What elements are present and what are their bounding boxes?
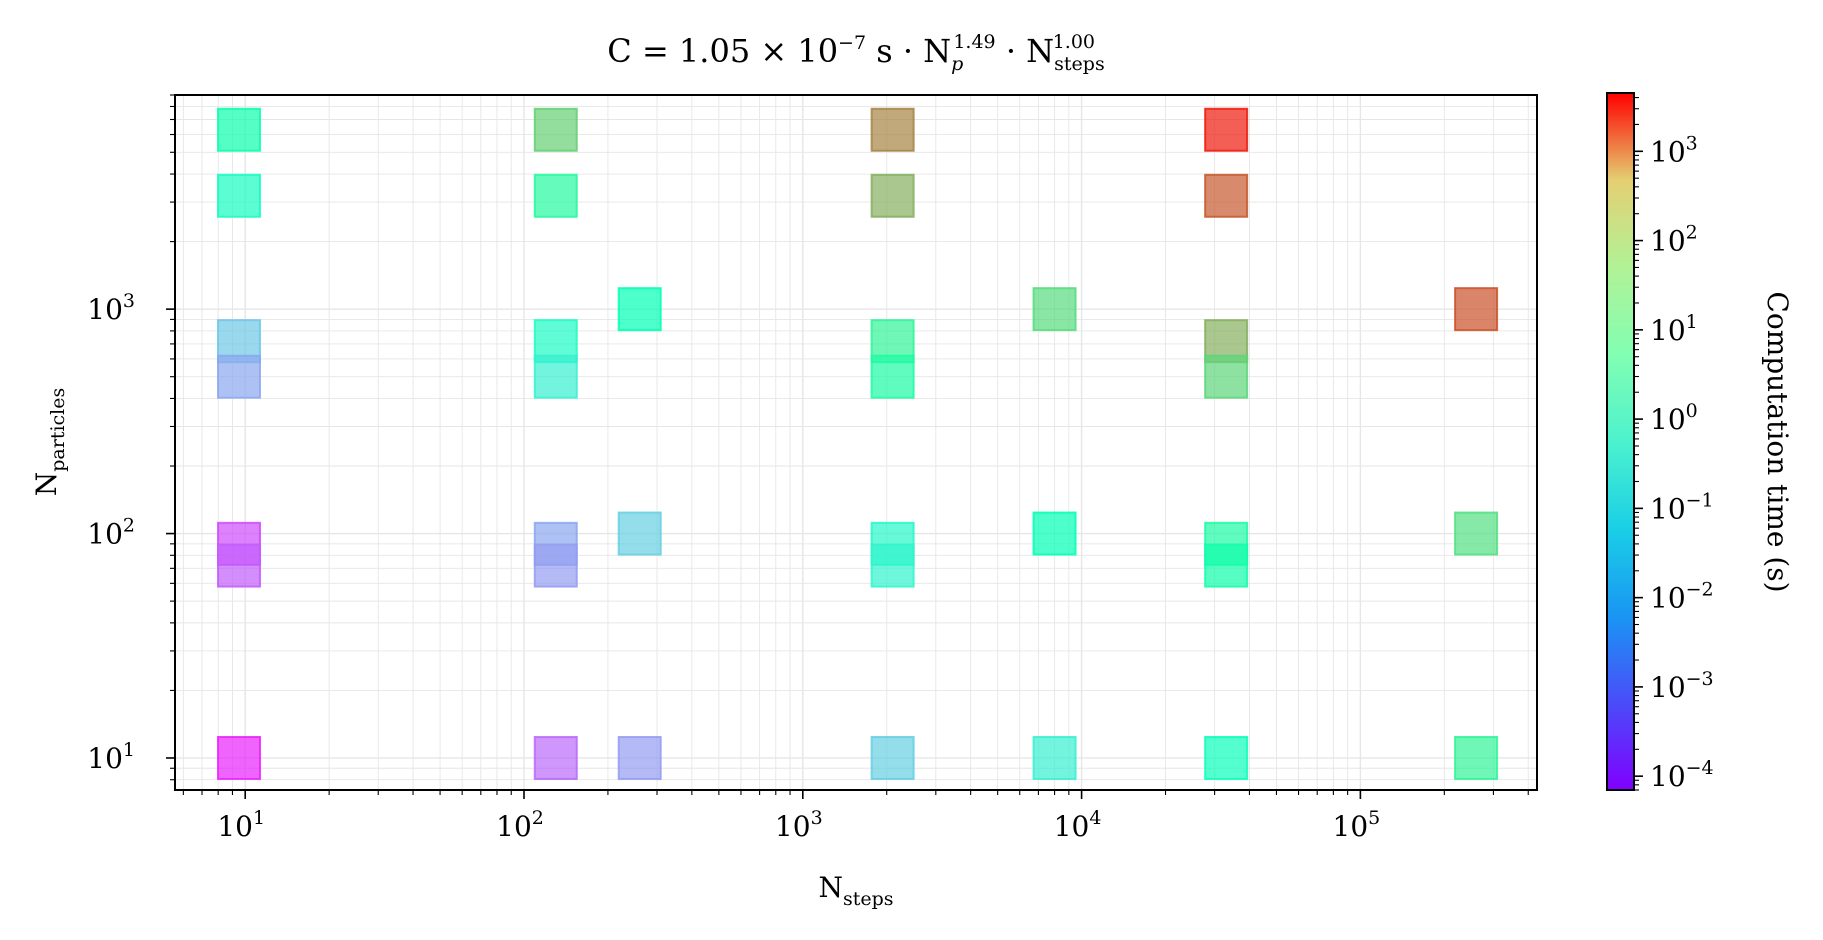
data-marker [216, 543, 261, 588]
data-marker [870, 107, 915, 152]
grid [175, 95, 1537, 790]
data-marker [1454, 735, 1499, 780]
data-marker [1032, 287, 1077, 332]
y-tick-label: 101 [87, 739, 135, 775]
x-tick-label: 101 [217, 807, 265, 843]
data-marker [1032, 511, 1077, 556]
data-marker [1032, 735, 1077, 780]
data-marker [533, 543, 578, 588]
data-marker [1204, 354, 1249, 399]
data-marker [617, 287, 662, 332]
colorbar-tick-label: 10−3 [1650, 668, 1714, 704]
data-marker [216, 107, 261, 152]
chart-title: C = 1.05 × 10−7 s · Np1.49 · Nsteps1.00 [607, 31, 1104, 75]
data-marker [870, 173, 915, 218]
data-marker [1204, 173, 1249, 218]
data-marker [870, 543, 915, 588]
y-axis-ticks: 101 102 103 [87, 94, 175, 781]
data-marker [617, 735, 662, 780]
colorbar-tick-label: 10−1 [1650, 489, 1714, 525]
data-marker [1454, 287, 1499, 332]
x-tick-label: 104 [1054, 807, 1102, 843]
data-markers [216, 107, 1499, 780]
colorbar [1607, 93, 1634, 790]
data-marker [533, 354, 578, 399]
data-marker [870, 735, 915, 780]
colorbar-tick-label: 101 [1650, 311, 1698, 347]
data-marker [533, 735, 578, 780]
data-marker [216, 354, 261, 399]
colorbar-label: Computation time (s) [1761, 291, 1794, 592]
x-tick-label: 105 [1333, 807, 1381, 843]
colorbar-tick-label: 10−2 [1650, 579, 1714, 615]
x-tick-label: 103 [775, 807, 823, 843]
data-marker [870, 354, 915, 399]
x-axis-ticks: 101 102 103 104 105 [182, 790, 1529, 843]
data-marker [1204, 735, 1249, 780]
data-marker [1454, 511, 1499, 556]
data-marker [533, 107, 578, 152]
data-marker [533, 173, 578, 218]
data-marker [1204, 107, 1249, 152]
colorbar-tick-label: 10−4 [1650, 757, 1714, 793]
data-marker [216, 735, 261, 780]
plot-frame [174, 94, 1538, 791]
data-marker [216, 173, 261, 218]
y-tick-label: 103 [87, 290, 135, 326]
colorbar-frame [1606, 92, 1635, 791]
colorbar-tick-label: 102 [1650, 222, 1698, 258]
data-marker [1204, 543, 1249, 588]
colorbar-tick-label: 103 [1650, 132, 1698, 168]
colorbar-tick-label: 100 [1650, 400, 1698, 436]
x-axis-label: Nsteps [818, 871, 893, 910]
data-marker [617, 511, 662, 556]
y-axis-label: Nparticles [30, 388, 69, 497]
colorbar-ticks: 10−4 10−3 10−2 10−1 100 101 102 103 [1634, 97, 1714, 793]
x-tick-label: 102 [496, 807, 544, 843]
y-tick-label: 102 [87, 515, 135, 551]
